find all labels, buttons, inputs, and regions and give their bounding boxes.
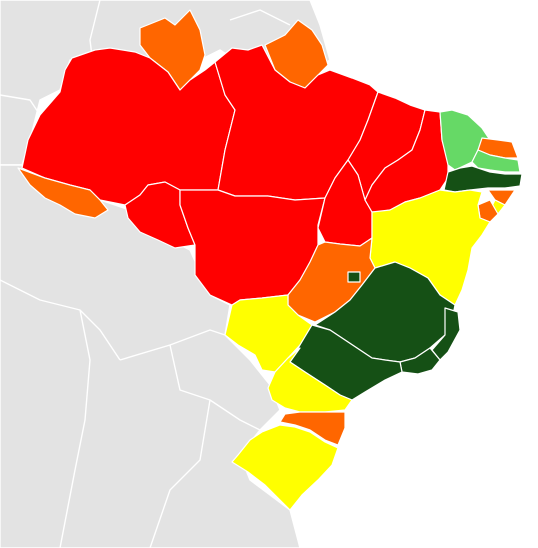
state-parana (267, 347, 353, 413)
neighbor-border-line-5 (119, 329, 226, 361)
state-alagoas (487, 189, 516, 206)
neighbor-border-line-8 (229, 9, 291, 26)
neighbor-border-line-7 (149, 399, 211, 548)
state-paraiba (471, 149, 521, 173)
brazil-states (17, 9, 523, 511)
state-santa-catarina (279, 411, 346, 446)
state-rio-grande-do-sul (231, 424, 339, 511)
neighbor-border-line-2 (0, 94, 41, 116)
neighbor-border-line-4 (59, 309, 91, 548)
neighbor-countries (0, 0, 331, 548)
state-acre (17, 167, 109, 219)
state-espirito-santo (431, 307, 461, 361)
state-rio-de-janeiro (399, 347, 441, 375)
state-distrito-federal (347, 271, 361, 283)
